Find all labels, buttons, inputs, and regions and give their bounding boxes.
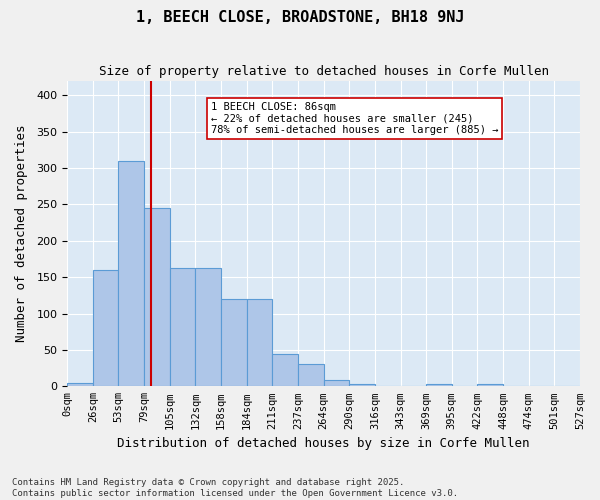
Bar — [93, 270, 118, 386]
Title: Size of property relative to detached houses in Corfe Mullen: Size of property relative to detached ho… — [98, 65, 548, 78]
Bar — [196, 268, 221, 386]
Bar — [298, 364, 323, 386]
Bar — [67, 382, 93, 386]
Bar — [323, 380, 349, 386]
Bar — [221, 299, 247, 386]
Bar — [170, 268, 196, 386]
Text: Contains HM Land Registry data © Crown copyright and database right 2025.
Contai: Contains HM Land Registry data © Crown c… — [12, 478, 458, 498]
Bar — [247, 299, 272, 386]
Bar — [272, 354, 298, 386]
Bar — [118, 160, 144, 386]
Bar — [144, 208, 170, 386]
Y-axis label: Number of detached properties: Number of detached properties — [15, 124, 28, 342]
X-axis label: Distribution of detached houses by size in Corfe Mullen: Distribution of detached houses by size … — [118, 437, 530, 450]
Bar — [478, 384, 503, 386]
Text: 1, BEECH CLOSE, BROADSTONE, BH18 9NJ: 1, BEECH CLOSE, BROADSTONE, BH18 9NJ — [136, 10, 464, 25]
Bar — [349, 384, 375, 386]
Text: 1 BEECH CLOSE: 86sqm
← 22% of detached houses are smaller (245)
78% of semi-deta: 1 BEECH CLOSE: 86sqm ← 22% of detached h… — [211, 102, 498, 135]
Bar — [426, 384, 452, 386]
